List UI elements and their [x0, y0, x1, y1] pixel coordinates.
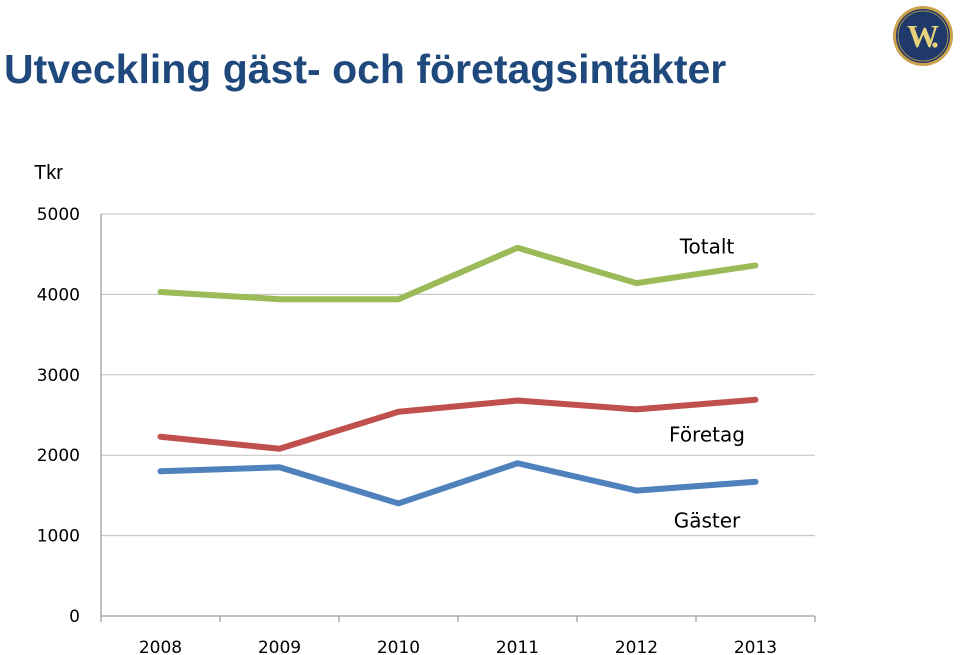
y-tick-label: 4000: [37, 285, 80, 305]
series-label: Totalt: [679, 234, 735, 258]
data-point: [517, 462, 518, 464]
x-tick-label: 2012: [615, 638, 658, 655]
x-tick-labels: 2008 2009 2010 2011 2012 2013: [139, 638, 777, 655]
data-point: [398, 411, 399, 413]
series-label: Gäster: [674, 509, 741, 533]
series-line-2: [157, 460, 759, 507]
x-tick-label: 2013: [734, 638, 777, 655]
data-point: [160, 291, 161, 293]
series-line-1: [157, 396, 759, 452]
data-point: [279, 466, 280, 468]
y-tick-label: 3000: [37, 366, 80, 386]
page-title: Utveckling gäst- och företagsintäkter: [4, 46, 727, 92]
series-label: Företag: [669, 423, 745, 447]
data-point: [517, 247, 518, 249]
x-tick-label: 2008: [139, 638, 182, 655]
data-point: [755, 481, 756, 483]
y-tick-label: 5000: [37, 205, 80, 225]
series-lines: [157, 244, 759, 507]
grid-lines: [100, 213, 816, 622]
y-tick-label: 1000: [37, 527, 80, 547]
x-tick-label: 2010: [377, 638, 420, 655]
data-point: [636, 490, 637, 492]
data-point: [279, 448, 280, 450]
svg-text:W: W: [907, 18, 939, 54]
w-monogram-logo-icon: W: [891, 4, 955, 68]
data-point: [398, 298, 399, 300]
y-tick-label: 2000: [37, 446, 80, 466]
data-point: [279, 298, 280, 300]
data-point: [636, 282, 637, 284]
data-point: [517, 400, 518, 402]
x-tick-label: 2009: [258, 638, 301, 655]
series-labels: Totalt Företag Gäster: [669, 234, 745, 532]
y-unit-label: Tkr: [34, 162, 63, 184]
data-point: [755, 264, 756, 266]
y-tick-labels: 0 1000 2000 3000 4000 5000: [37, 205, 80, 627]
data-point: [160, 436, 161, 438]
data-point: [160, 470, 161, 472]
data-point: [398, 502, 399, 504]
data-point: [636, 408, 637, 410]
y-tick-label: 0: [69, 607, 80, 627]
data-point: [755, 399, 756, 401]
x-tick-label: 2011: [496, 638, 539, 655]
series-line-0: [157, 244, 759, 303]
